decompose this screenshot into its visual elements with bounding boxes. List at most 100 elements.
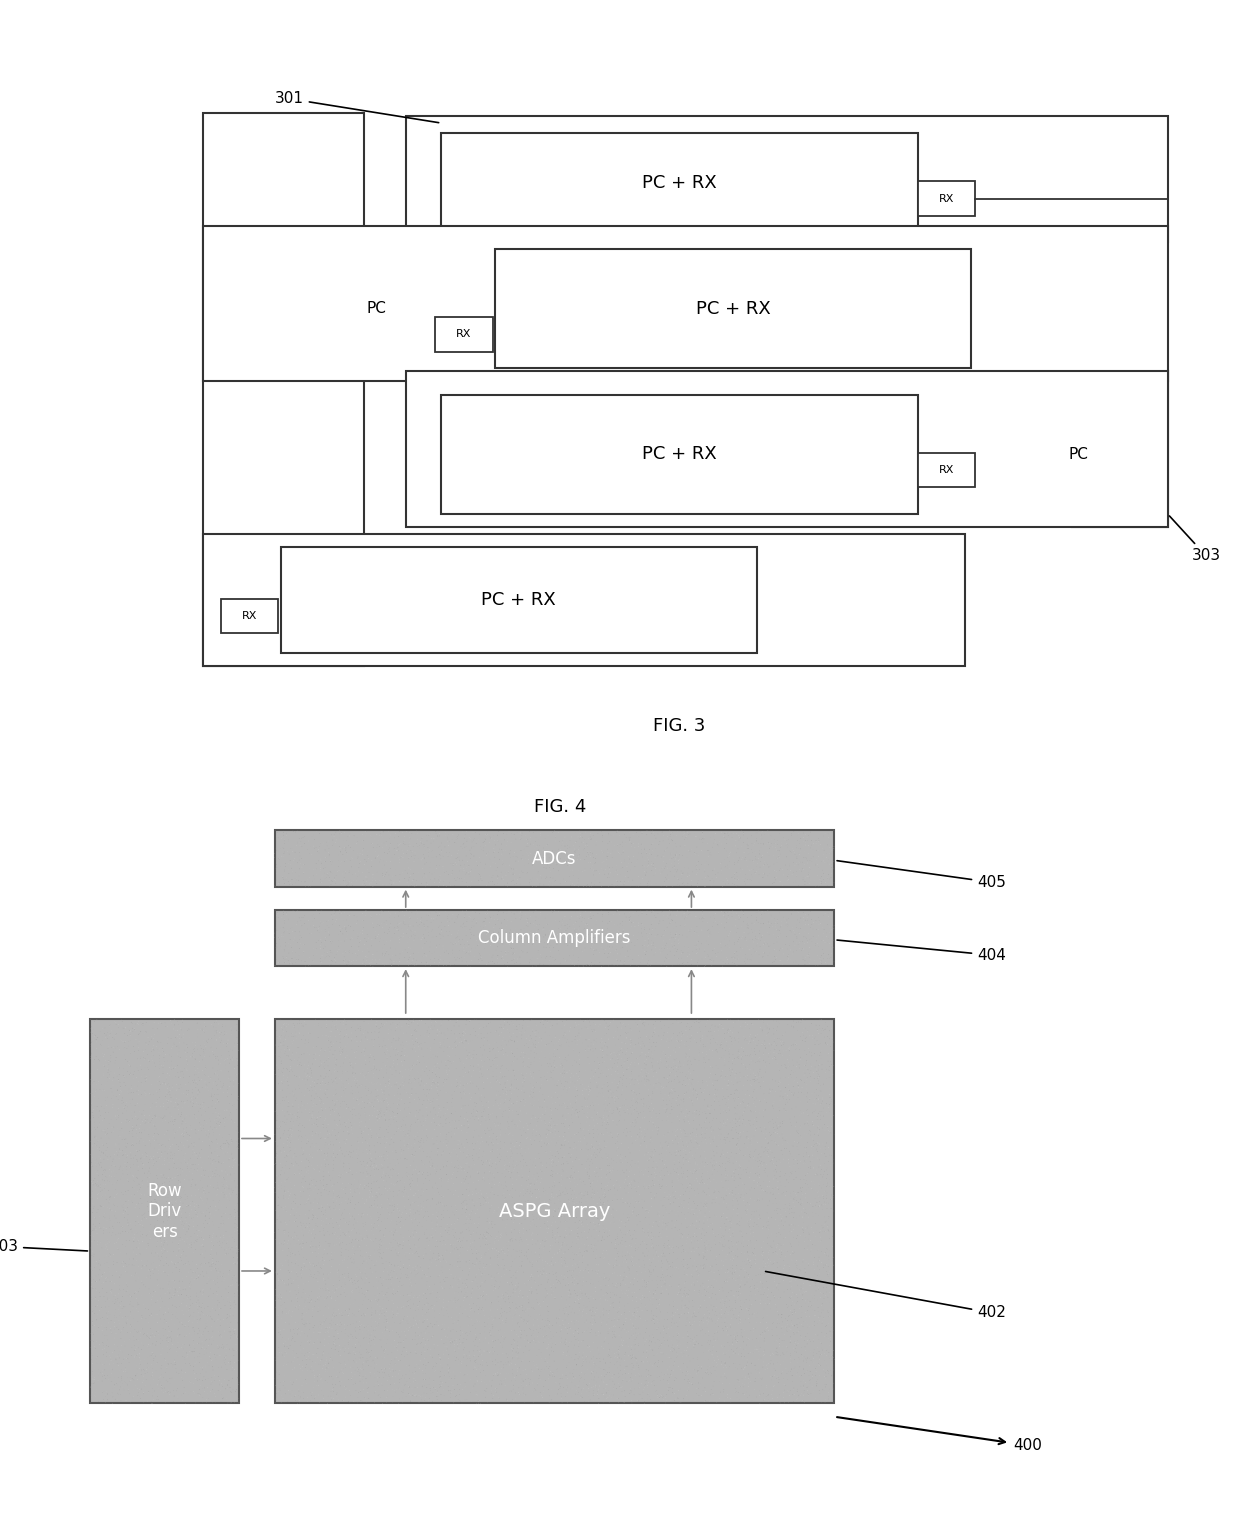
Point [795, 1070, 815, 1094]
Point [144, 1170, 164, 1195]
Point [397, 1342, 417, 1366]
Point [217, 1031, 237, 1055]
Point [196, 1063, 216, 1087]
Point [724, 850, 744, 874]
Point [196, 1075, 216, 1099]
Point [770, 846, 790, 870]
Point [591, 1228, 611, 1252]
Point [702, 1064, 722, 1088]
Point [502, 1268, 522, 1292]
Point [215, 1186, 234, 1210]
Point [790, 1292, 810, 1316]
Point [417, 1096, 436, 1120]
Point [523, 1073, 543, 1098]
Point [606, 1231, 626, 1255]
Point [273, 1123, 293, 1148]
Point [108, 1105, 128, 1129]
Point [554, 1061, 574, 1085]
Point [268, 1072, 288, 1096]
Point [135, 1093, 155, 1117]
Point [409, 1032, 429, 1057]
Point [148, 1067, 167, 1091]
Point [485, 1231, 505, 1255]
Point [590, 1049, 610, 1073]
Point [791, 1178, 811, 1202]
Point [704, 1187, 724, 1211]
Point [228, 1389, 248, 1413]
Point [444, 1094, 464, 1119]
Point [491, 1072, 511, 1096]
Point [562, 1105, 582, 1129]
Point [109, 1157, 129, 1181]
Point [206, 1069, 226, 1093]
Point [105, 1346, 125, 1371]
Point [811, 1268, 831, 1292]
Point [761, 1148, 781, 1172]
Point [191, 1094, 211, 1119]
Point [451, 1170, 471, 1195]
Point [412, 1330, 432, 1354]
Point [309, 1099, 329, 1123]
Point [693, 1304, 713, 1328]
Point [216, 1142, 236, 1166]
Point [611, 1208, 631, 1233]
Point [670, 1050, 689, 1075]
Point [439, 1034, 459, 1058]
Point [134, 1202, 154, 1227]
Point [605, 1345, 625, 1369]
Point [372, 1359, 392, 1383]
Point [273, 1098, 293, 1122]
Point [153, 1201, 172, 1225]
Point [425, 946, 445, 970]
Point [605, 1211, 625, 1236]
Point [769, 1327, 789, 1351]
Point [680, 1369, 699, 1394]
Point [485, 1305, 505, 1330]
Point [410, 1237, 430, 1261]
Point [193, 1264, 213, 1289]
Point [392, 1234, 412, 1258]
Point [467, 1383, 487, 1407]
Point [352, 839, 372, 864]
Point [529, 1187, 549, 1211]
Point [609, 839, 629, 864]
Point [358, 1060, 378, 1084]
Point [758, 1227, 777, 1251]
Point [432, 1173, 451, 1198]
Point [531, 1214, 551, 1239]
Point [486, 1113, 506, 1137]
Point [755, 1261, 775, 1286]
Point [745, 1060, 765, 1084]
Point [202, 1148, 222, 1172]
Point [593, 1050, 613, 1075]
Point [439, 1167, 459, 1192]
Point [531, 1260, 551, 1284]
Point [626, 1251, 646, 1275]
Point [150, 1227, 170, 1251]
Point [657, 835, 677, 859]
Point [357, 1131, 377, 1155]
Point [465, 1228, 485, 1252]
Point [310, 1365, 330, 1389]
Point [631, 1160, 651, 1184]
Point [507, 1029, 527, 1053]
Point [382, 1128, 402, 1152]
Point [83, 1192, 103, 1216]
Point [324, 1378, 343, 1403]
Point [553, 1192, 573, 1216]
Point [794, 1248, 813, 1272]
Point [454, 1286, 474, 1310]
Point [117, 1146, 136, 1170]
Point [667, 856, 687, 880]
Point [546, 824, 565, 849]
Point [666, 1202, 686, 1227]
Point [631, 1034, 651, 1058]
Point [604, 874, 624, 899]
Point [456, 1046, 476, 1070]
Point [138, 1025, 157, 1049]
Point [398, 1293, 418, 1318]
Point [422, 1091, 441, 1116]
Point [820, 1026, 839, 1050]
Point [564, 839, 584, 864]
Point [698, 944, 718, 968]
